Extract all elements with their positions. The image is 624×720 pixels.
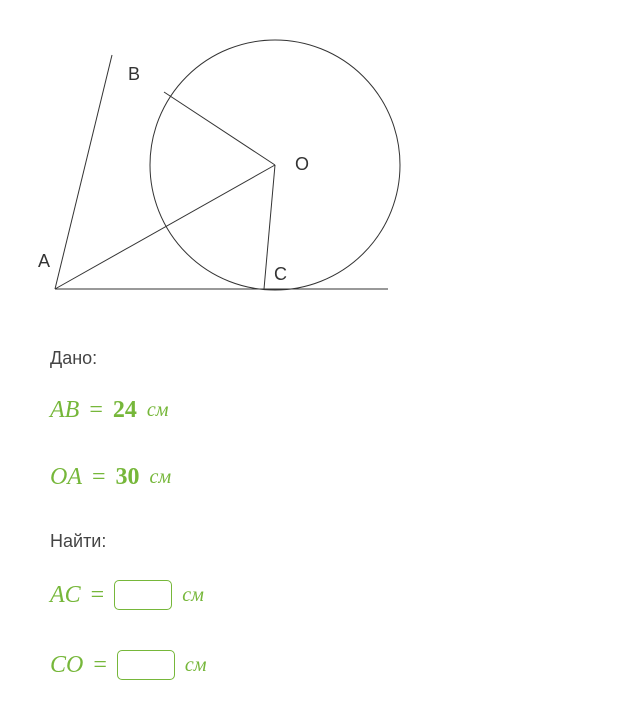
problem-text: Дано: AB = 24 см OA = 30 см Найти: AC = …: [50, 330, 550, 720]
find-label: Найти:: [50, 531, 550, 552]
given-2-unit: см: [150, 466, 172, 489]
find-1-unit: см: [182, 584, 204, 607]
ac-input[interactable]: [114, 580, 172, 610]
given-line-1: AB = 24 см: [50, 397, 550, 424]
label-c: C: [274, 264, 287, 284]
co-input[interactable]: [117, 650, 175, 680]
given-2-lhs: OA: [50, 464, 82, 491]
given-1-value: 24: [113, 397, 137, 424]
given-1-unit: см: [147, 399, 169, 422]
given-2-value: 30: [116, 464, 140, 491]
segment-ob: [164, 92, 275, 165]
geometry-diagram: A B O C: [0, 0, 420, 320]
label-a: A: [38, 251, 50, 271]
find-2-lhs: CO: [50, 652, 83, 679]
find-1-lhs: AC: [50, 582, 81, 609]
label-o: O: [295, 154, 309, 174]
find-line-1: AC = см: [50, 580, 550, 610]
find-2-unit: см: [185, 654, 207, 677]
label-b: B: [128, 64, 140, 84]
find-line-2: CO = см: [50, 650, 550, 680]
given-1-lhs: AB: [50, 397, 79, 424]
tangent-top: [55, 55, 112, 289]
given-line-2: OA = 30 см: [50, 464, 550, 491]
given-label: Дано:: [50, 348, 550, 369]
segment-ao: [55, 165, 275, 289]
